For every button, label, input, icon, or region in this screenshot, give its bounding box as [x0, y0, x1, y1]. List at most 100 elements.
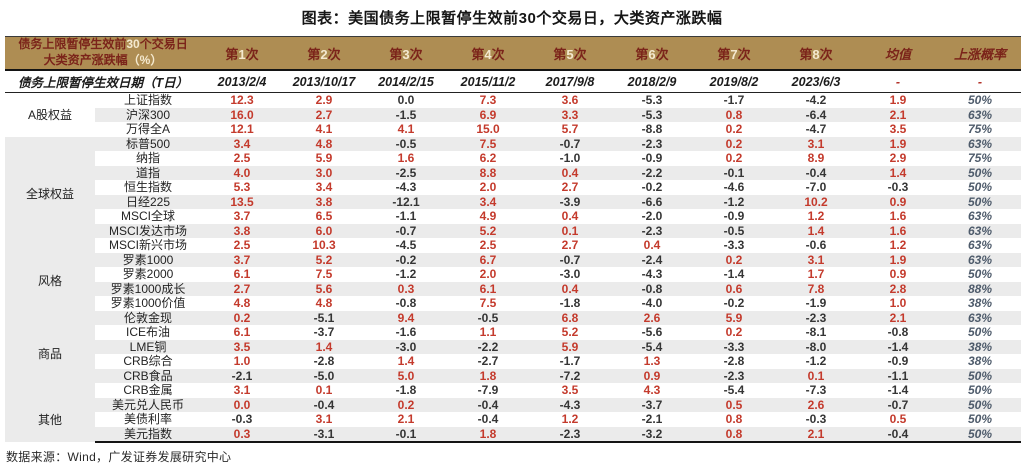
return-value-cell: -2.3: [529, 426, 612, 443]
probability-value-cell: 63%: [939, 209, 1022, 224]
return-value-cell: 6.1: [447, 281, 530, 296]
return-value-cell: 6.7: [447, 252, 530, 267]
category-cell: 商品: [5, 310, 95, 398]
return-value-cell: 7.5: [447, 136, 530, 151]
return-value-cell: 13.5: [201, 194, 284, 209]
return-value-cell: -2.5: [365, 165, 448, 180]
return-value-cell: -4.3: [365, 180, 448, 195]
return-value-cell: -5.1: [283, 310, 366, 325]
occurrence-suffix: 次: [655, 46, 669, 62]
occurrence-header-4: 第4次: [447, 36, 530, 71]
return-value-cell: 0.1: [775, 368, 858, 383]
occurrence-number: 1: [238, 46, 246, 62]
table-row: 美元指数 0.3 -3.1 -0.1 1.8 -2.3 -3.2 0.8 2.1 -0.4 50%: [5, 426, 1022, 443]
return-value-cell: -2.3: [693, 368, 776, 383]
mean-value-cell: -1.4: [857, 339, 940, 354]
return-value-cell: -4.3: [611, 267, 694, 282]
probability-value-cell: 63%: [939, 238, 1022, 253]
return-value-cell: 16.0: [201, 107, 284, 122]
occurrence-suffix: 次: [573, 46, 587, 62]
return-value-cell: -3.2: [611, 426, 694, 443]
return-value-cell: -8.8: [611, 122, 694, 137]
return-value-cell: 0.9: [611, 368, 694, 383]
return-value-cell: -3.9: [529, 194, 612, 209]
asset-name-cell: MSCI新兴市场: [95, 238, 202, 253]
asset-name-cell: 沪深300: [95, 107, 202, 122]
return-value-cell: 5.9: [529, 339, 612, 354]
occurrence-header-2: 第2次: [283, 36, 366, 71]
occurrence-header-3: 第3次: [365, 36, 448, 71]
return-value-cell: -3.0: [529, 267, 612, 282]
return-value-cell: -0.7: [529, 136, 612, 151]
table-row: 纳指 2.5 5.9 1.6 6.2 -1.0 -0.9 0.2 8.9 2.9 75%: [5, 151, 1022, 166]
asset-name-cell: ICE布油: [95, 325, 202, 340]
table-row: MSCI全球 3.7 6.5 -1.1 4.9 0.4 -2.0 -0.9 1.2 1.6 63%: [5, 209, 1022, 224]
return-value-cell: 5.0: [365, 368, 448, 383]
return-value-cell: 3.7: [201, 209, 284, 224]
table-row: 风格 罗素1000 3.7 5.2 -0.2 6.7 -0.7 -2.4 0.2 3.1 1.9 63…: [5, 252, 1022, 311]
return-value-cell: -1.2: [365, 267, 448, 282]
return-value-cell: 4.8: [201, 296, 284, 311]
mean-value-cell: 1.9: [857, 92, 940, 108]
return-value-cell: 0.8: [693, 107, 776, 122]
corner-line1-text: 债务上限暂停生效前: [18, 37, 127, 52]
occurrence-suffix: 次: [245, 46, 259, 62]
return-value-cell: 2.6: [775, 397, 858, 412]
return-value-cell: 0.2: [693, 136, 776, 151]
return-value-cell: 0.3: [365, 281, 448, 296]
return-value-cell: 0.3: [201, 426, 284, 443]
table-row: CRB金属 3.1 0.1 -1.8 -7.9 3.5 4.3 -5.4 -7.3 -1.4 50%: [5, 383, 1022, 398]
probability-value-cell: 63%: [939, 252, 1022, 267]
return-value-cell: -1.8: [365, 383, 448, 398]
occurrence-number: 4: [484, 46, 492, 62]
mean-value-cell: 2.8: [857, 281, 940, 296]
category-cell: 风格: [5, 252, 95, 311]
asset-name-cell: CRB金属: [95, 383, 202, 398]
return-value-cell: 3.3: [529, 107, 612, 122]
return-value-cell: 0.2: [693, 151, 776, 166]
mean-value-cell: -0.3: [857, 180, 940, 195]
occurrence-prefix: 第: [717, 46, 731, 62]
occurrence-number: 5: [566, 46, 574, 62]
corner-header: 债务上限暂停生效前30个交易日 大类资产涨跌幅（%）: [5, 36, 202, 71]
return-value-cell: -0.1: [365, 426, 448, 443]
probability-value-cell: 63%: [939, 107, 1022, 122]
mean-header: 均值: [857, 36, 940, 71]
return-value-cell: 7.5: [283, 267, 366, 282]
mean-value-cell: 1.4: [857, 165, 940, 180]
return-value-cell: -0.4: [775, 165, 858, 180]
mean-value-cell: 0.9: [857, 267, 940, 282]
return-value-cell: -1.1: [365, 209, 448, 224]
mean-value-cell: 2.1: [857, 107, 940, 122]
return-value-cell: -5.4: [611, 339, 694, 354]
return-value-cell: -1.0: [529, 151, 612, 166]
occurrence-prefix: 第: [307, 46, 321, 62]
probability-value-cell: 50%: [939, 194, 1022, 209]
return-value-cell: -0.4: [447, 412, 530, 427]
occurrence-prefix: 第: [471, 46, 485, 62]
return-value-cell: 0.0: [365, 92, 448, 108]
asset-name-cell: 道指: [95, 165, 202, 180]
return-value-cell: -0.8: [365, 296, 448, 311]
probability-value-cell: 50%: [939, 368, 1022, 383]
return-value-cell: -5.4: [693, 383, 776, 398]
date-row-prob-dash: -: [939, 70, 1022, 93]
return-value-cell: 0.0: [201, 397, 284, 412]
return-value-cell: 3.7: [201, 252, 284, 267]
return-value-cell: -0.5: [447, 310, 530, 325]
return-value-cell: 3.0: [283, 165, 366, 180]
probability-value-cell: 38%: [939, 339, 1022, 354]
date-row: 债务上限暂停生效日期（T日） 2013/2/4 2013/10/17 2014/2/1…: [5, 70, 1022, 93]
category-cell: 全球权益: [5, 136, 95, 253]
occurrence-prefix: 第: [389, 46, 403, 62]
return-value-cell: -4.7: [775, 122, 858, 137]
return-value-cell: -3.7: [283, 325, 366, 340]
table-row: 罗素1000成长 2.7 5.6 0.3 6.1 0.4 -0.8 0.6 7.8 2.8 88%: [5, 281, 1022, 296]
return-value-cell: 3.8: [201, 223, 284, 238]
asset-returns-table: 债务上限暂停生效前30个交易日 大类资产涨跌幅（%） 第1次 第2次 第3次 第4次 第5次…: [5, 36, 1022, 443]
return-value-cell: -5.0: [283, 368, 366, 383]
return-value-cell: 7.3: [447, 92, 530, 108]
return-value-cell: -1.7: [529, 354, 612, 369]
return-value-cell: 1.4: [775, 223, 858, 238]
return-value-cell: 4.1: [365, 122, 448, 137]
